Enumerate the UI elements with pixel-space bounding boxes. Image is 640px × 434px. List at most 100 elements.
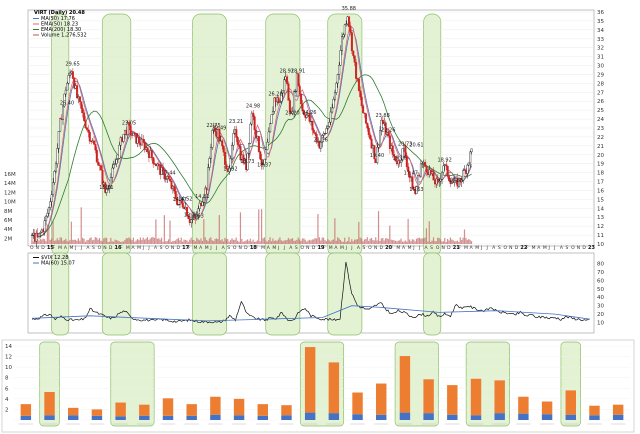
volume-bar (162, 241, 164, 244)
volume-bar (334, 218, 336, 244)
volume-bar (431, 240, 433, 244)
volume-bar (96, 237, 98, 244)
candle-body (59, 118, 62, 132)
volume-bar (182, 241, 184, 244)
volume-bar (69, 239, 71, 244)
volume-bar (249, 238, 251, 244)
volume-bar (297, 237, 299, 244)
month-tick-label: 17 (182, 245, 189, 251)
candle-body (67, 75, 70, 84)
month-tick-label: 15 (47, 245, 54, 251)
vix-ma-line (31, 305, 591, 322)
bar-segment-blue (328, 413, 340, 420)
candle-body (209, 147, 212, 159)
legend-entry: EMA(200) 18.30 (41, 27, 81, 33)
volume-bar (255, 241, 257, 244)
volume-bar (101, 241, 103, 244)
bar-segment-orange (494, 380, 505, 414)
month-tick-label: N (441, 245, 444, 251)
candle-body (76, 85, 79, 99)
volume-bar (87, 240, 89, 244)
volume-bar (420, 238, 422, 244)
month-tick-label: M (464, 245, 468, 251)
bar-segment-blue (399, 412, 411, 420)
price-annotation: 12.76 (184, 212, 198, 218)
volume-bar (366, 237, 368, 244)
month-tick-label: A (402, 245, 406, 251)
volume-bar (237, 240, 239, 244)
volume-bar (146, 237, 149, 244)
candle-body (236, 137, 239, 145)
candle-body (277, 97, 280, 103)
price-y-tick-label: 28 (597, 81, 604, 87)
price-y-tick-label: 22 (597, 135, 604, 141)
candle-body (163, 169, 166, 180)
volume-bar (311, 239, 313, 244)
volume-bar (351, 239, 353, 244)
shaded-period-0 (51, 13, 70, 257)
candle-body (54, 163, 57, 172)
bar-segment-blue (20, 415, 32, 420)
volume-bar (458, 241, 460, 244)
candle-body (348, 16, 351, 28)
volume-bar (52, 221, 54, 244)
price-candles (31, 15, 473, 247)
candle-body (73, 78, 76, 89)
candle-body (138, 137, 141, 144)
candle-body (269, 123, 272, 133)
volume-bar (153, 237, 156, 244)
month-tick-label: O (368, 245, 372, 251)
candle-body (88, 132, 91, 142)
volume-bar (39, 238, 41, 244)
candle-body (445, 164, 448, 167)
volume-bar (105, 237, 108, 244)
month-tick-label: M (475, 245, 479, 251)
bar-segment-blue (541, 414, 553, 420)
month-tick-label: J (350, 245, 352, 251)
volume-bar (241, 238, 243, 244)
price-annotation: 23.88 (375, 113, 389, 119)
price-annotation: 14.52 (178, 197, 192, 203)
volume-bar (89, 238, 91, 244)
candle-body (97, 161, 100, 166)
bar-segment-blue (257, 415, 268, 420)
volume-bar (452, 240, 454, 244)
volume-bar (442, 241, 444, 244)
month-tick-label: S (92, 245, 95, 251)
volume-bar (425, 228, 428, 244)
candle-body (271, 111, 274, 116)
legend-entry: MA(50) 17.76 (41, 16, 75, 22)
volume-bar (380, 238, 382, 244)
candle-body (250, 112, 253, 125)
candle-body (336, 74, 339, 84)
month-tick-label: J (345, 245, 347, 251)
volume-bar (415, 238, 418, 244)
volume-y-tick-label: 12M (4, 190, 16, 196)
volume-bar (172, 241, 174, 244)
volume-bar (403, 241, 405, 244)
vix-shaded-period-4 (327, 252, 363, 336)
candle-body (370, 138, 373, 149)
month-tick-label: D (515, 245, 519, 251)
volume-bar (156, 238, 158, 244)
price-y-tick-label: 16 (597, 188, 604, 194)
month-tick-label: S (295, 245, 298, 251)
volume-bar (83, 238, 85, 244)
volume-bar (117, 240, 119, 244)
ema50-line (31, 24, 472, 238)
price-annotation: 24.20 (285, 110, 299, 116)
month-tick-label: A (560, 245, 564, 251)
volume-bar (229, 240, 232, 244)
volume-bar (228, 241, 230, 244)
volume-bar (407, 218, 409, 244)
month-tick-label: J (548, 245, 550, 251)
vix-y-tick-label: 70 (597, 270, 604, 276)
bar-segment-orange (210, 396, 221, 415)
month-tick-label: A (64, 245, 68, 251)
vix-y-tick-label: 30 (597, 304, 604, 310)
bar-segment-blue (612, 414, 624, 420)
candle-body (362, 105, 365, 114)
candle-body (167, 176, 170, 180)
bar-segment-orange (91, 409, 103, 416)
candle-body (293, 91, 296, 113)
